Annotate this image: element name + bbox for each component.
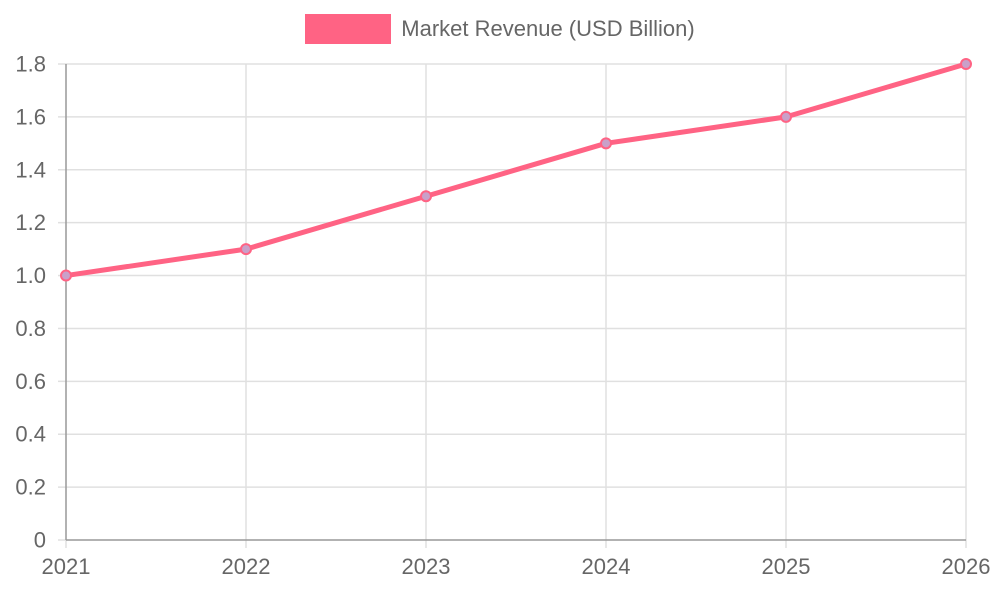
axes	[58, 63, 967, 548]
y-tick-label: 1.0	[15, 263, 46, 288]
y-tick-label: 0.8	[15, 316, 46, 341]
x-tick-label: 2026	[942, 554, 991, 579]
legend-label[interactable]: Market Revenue (USD Billion)	[401, 16, 695, 41]
data-point[interactable]	[960, 58, 972, 70]
x-tick-label: 2023	[402, 554, 451, 579]
y-tick-label: 1.8	[15, 52, 46, 77]
x-axis-ticks: 2021 2022 2023 2024 2025 2026	[42, 554, 991, 579]
y-tick-label: 1.6	[15, 104, 46, 129]
y-tick-label: 0.4	[15, 422, 46, 447]
x-tick-label: 2021	[42, 554, 91, 579]
data-point[interactable]	[600, 137, 612, 150]
data-point[interactable]	[780, 110, 792, 123]
data-point[interactable]	[60, 269, 72, 282]
series	[60, 58, 972, 282]
legend[interactable]: Market Revenue (USD Billion)	[0, 14, 1000, 44]
x-tick-label: 2024	[582, 554, 631, 579]
x-tick-label: 2025	[762, 554, 811, 579]
y-axis-ticks: 0 0.2 0.4 0.6 0.8 1.0 1.2 1.4 1.6 1.8	[15, 52, 46, 553]
y-tick-label: 0	[34, 528, 46, 553]
y-tick-label: 0.2	[15, 475, 46, 500]
x-tick-label: 2022	[222, 554, 271, 579]
data-point[interactable]	[240, 243, 252, 256]
legend-swatch[interactable]	[305, 14, 392, 44]
series-line[interactable]	[63, 61, 969, 279]
data-point[interactable]	[420, 190, 432, 203]
y-tick-label: 0.6	[15, 369, 46, 394]
grid-lines	[66, 63, 967, 540]
y-tick-label: 1.4	[15, 157, 46, 182]
y-tick-label: 1.2	[15, 210, 46, 235]
